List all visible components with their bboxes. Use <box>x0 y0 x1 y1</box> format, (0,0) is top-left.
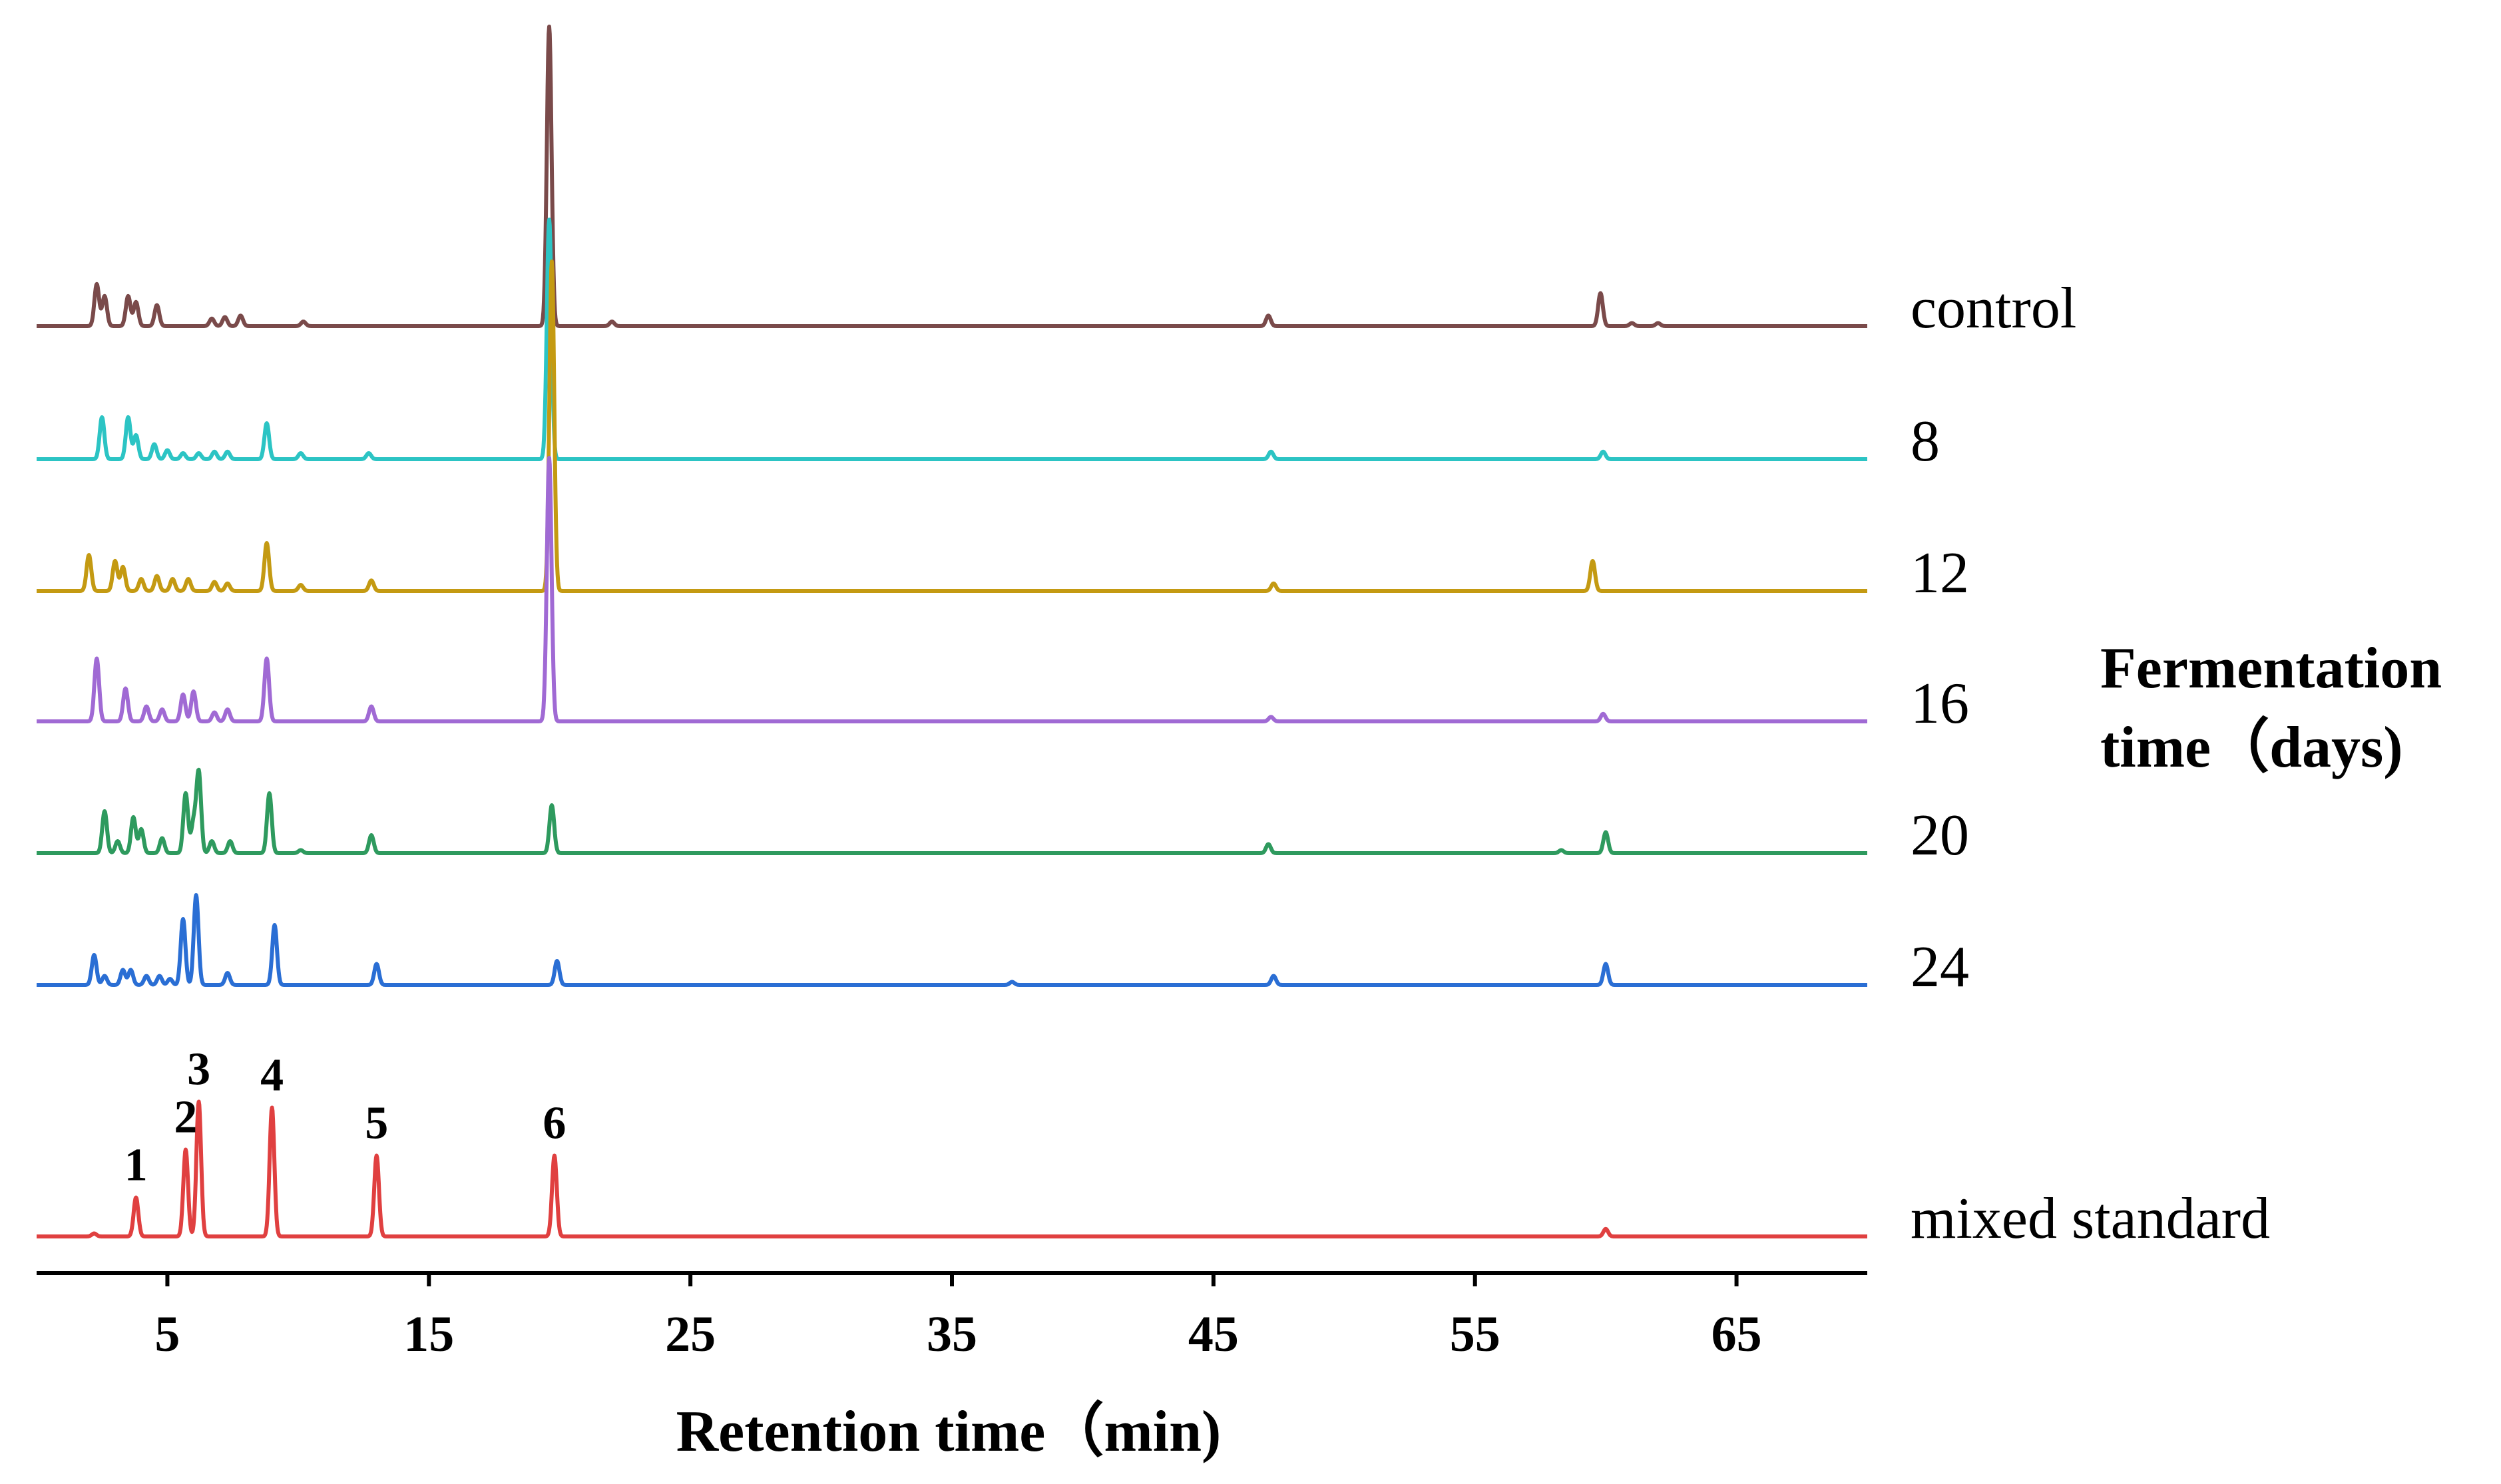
trace-label-8: 8 <box>1911 409 1940 474</box>
trace-label-12: 12 <box>1911 541 1969 606</box>
trace-line-20 <box>35 767 1869 855</box>
x-tick-label: 55 <box>1450 1306 1500 1362</box>
trace-label-16: 16 <box>1911 671 1969 736</box>
trace-group <box>35 25 1869 1238</box>
trace-label-mixed-standard: mixed standard <box>1911 1187 2270 1251</box>
legend-title-line-2: time（days) <box>2100 715 2403 780</box>
trace-line-control <box>35 25 1869 328</box>
x-tick-label: 15 <box>403 1306 454 1362</box>
peak-label-group: 123 4 5 6 <box>124 1044 567 1191</box>
peak-label-5: 5 <box>365 1098 388 1149</box>
x-axis-ticks: 5 15 25 35 45 55 65 <box>154 1273 1762 1362</box>
trace-label-control: control <box>1911 276 2076 341</box>
x-tick-label: 35 <box>927 1306 977 1362</box>
x-tick-label: 65 <box>1711 1306 1762 1362</box>
peak-label-6: 6 <box>543 1098 566 1149</box>
trace-line-8 <box>35 218 1869 461</box>
trace-label-group: control 8 12 16 20 24 mixed standard <box>1911 276 2270 1251</box>
x-axis-title: Retention time（min) <box>676 1399 1222 1464</box>
trace-line-24 <box>35 893 1869 987</box>
x-tick-label: 45 <box>1188 1306 1239 1362</box>
peak-label-3: 3 <box>187 1044 210 1095</box>
x-tick-label: 25 <box>665 1306 716 1362</box>
trace-line-mixed-standard <box>35 1099 1869 1238</box>
trace-label-20: 20 <box>1911 803 1969 868</box>
legend-title-line-1: Fermentation <box>2100 636 2442 701</box>
trace-line-16 <box>35 456 1869 723</box>
peak-label-2: 2 <box>174 1092 197 1143</box>
peak-label-4: 4 <box>260 1050 284 1101</box>
trace-label-24: 24 <box>1911 935 1969 1000</box>
peak-label-1: 1 <box>124 1140 148 1191</box>
x-tick-label: 5 <box>154 1306 180 1362</box>
trace-line-12 <box>35 260 1869 593</box>
